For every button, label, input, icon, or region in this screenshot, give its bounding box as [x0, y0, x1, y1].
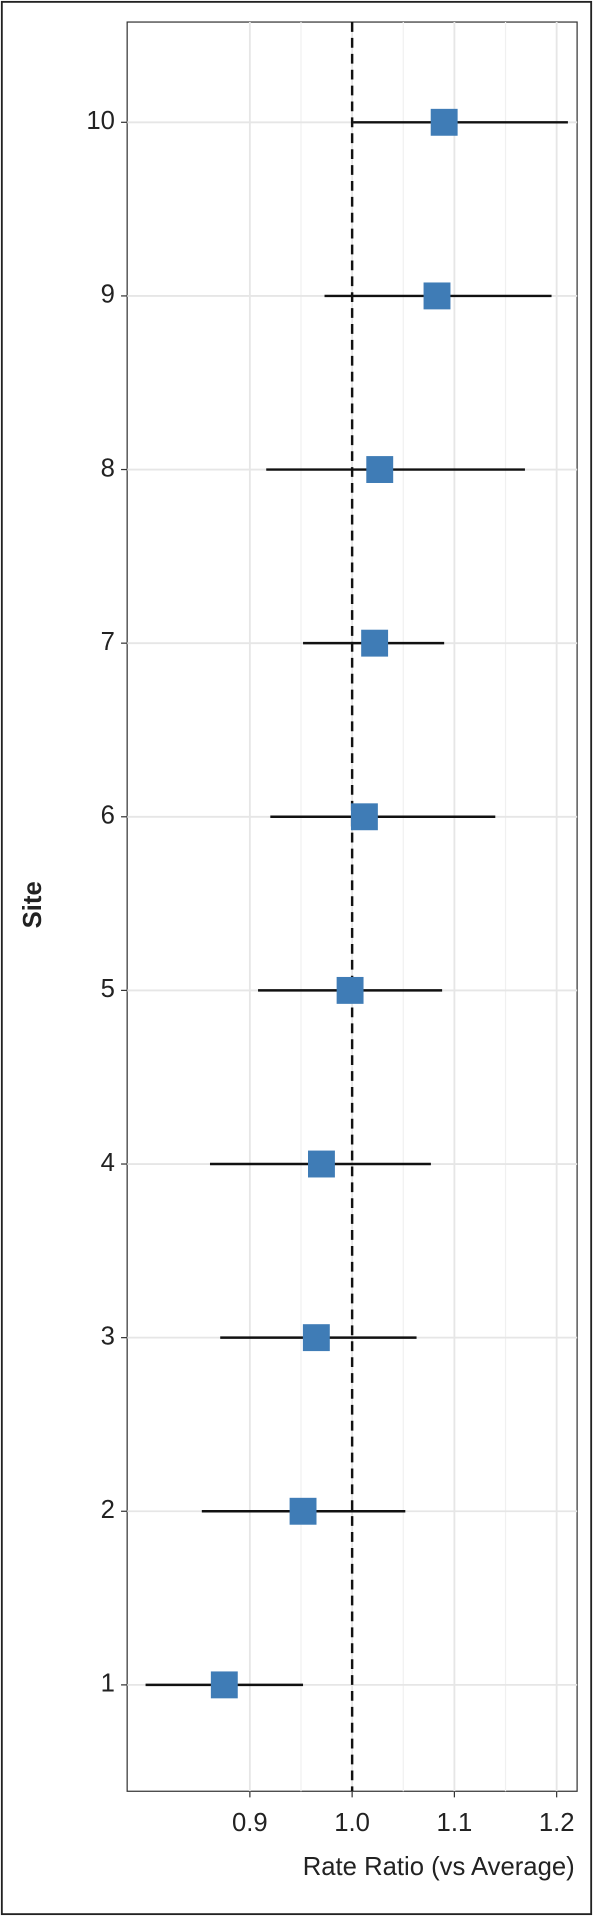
y-tick-label: 2 [101, 1496, 115, 1524]
y-tick-label: 8 [101, 454, 115, 482]
point-estimate [336, 976, 364, 1004]
y-tick-label: 5 [101, 975, 115, 1003]
y-tick-label: 3 [101, 1322, 115, 1350]
point-estimate [308, 1150, 335, 1178]
y-tick-label: 1 [101, 1670, 115, 1698]
point-estimate [350, 803, 378, 831]
y-tick-label: 7 [101, 628, 115, 656]
point-estimate [289, 1497, 317, 1525]
point-estimate [210, 1671, 238, 1699]
x-axis-title: Rate Ratio (vs Average) [303, 1853, 575, 1881]
point-estimate [366, 456, 394, 483]
y-tick-label: 4 [101, 1149, 115, 1177]
point-estimate [302, 1324, 330, 1352]
y-tick-label: 9 [101, 281, 115, 309]
y-tick-label: 10 [86, 107, 115, 135]
y-tick-label: 6 [101, 802, 115, 830]
point-estimate [430, 108, 458, 136]
x-tick-label: 1.0 [334, 1809, 370, 1837]
x-tick-label: 0.9 [232, 1809, 268, 1837]
x-tick-label: 1.1 [437, 1809, 473, 1837]
point-estimate [423, 282, 451, 310]
point-estimate [361, 629, 389, 657]
x-tick-label: 1.2 [539, 1809, 575, 1837]
y-axis-title: Site [19, 881, 47, 928]
